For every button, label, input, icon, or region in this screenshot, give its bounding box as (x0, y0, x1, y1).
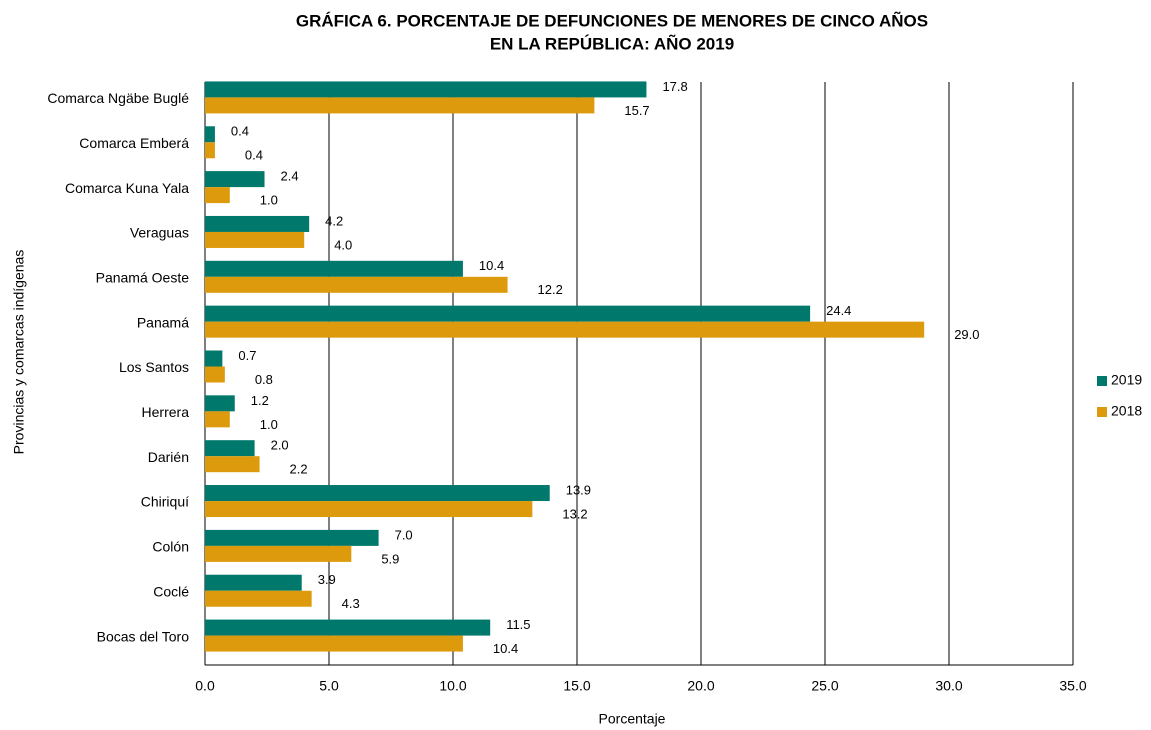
value-label: 13.9 (566, 482, 591, 497)
bar (205, 501, 533, 518)
x-axis-label: Porcentaje (599, 711, 666, 727)
value-label: 2.2 (290, 462, 308, 477)
bar (205, 187, 230, 204)
bar (205, 456, 260, 473)
y-tick-label: Comarca Emberá (79, 135, 189, 151)
bar (205, 126, 215, 143)
value-label: 0.4 (231, 124, 249, 139)
y-tick-label: Herrera (142, 404, 190, 420)
legend-swatch (1097, 407, 1107, 417)
bar (205, 545, 352, 562)
value-label: 4.0 (334, 237, 352, 252)
bar (205, 485, 550, 502)
bar (205, 395, 235, 412)
y-tick-label: Bocas del Toro (97, 628, 190, 644)
value-label: 29.0 (954, 327, 979, 342)
chart-title: EN LA REPÚBLICA: AÑO 2019 (490, 33, 734, 53)
value-label: 12.2 (538, 282, 563, 297)
value-label: 0.4 (245, 148, 263, 163)
y-tick-label: Panamá (137, 314, 189, 330)
bar (205, 366, 225, 383)
value-label: 7.0 (395, 527, 413, 542)
bar (205, 231, 305, 248)
value-label: 11.5 (506, 617, 530, 632)
bar (205, 350, 223, 367)
legend-swatch (1097, 376, 1107, 386)
value-label: 13.2 (562, 506, 587, 521)
value-label: 4.3 (342, 596, 360, 611)
bar (205, 260, 463, 277)
value-label: 5.9 (381, 551, 399, 566)
x-tick-label: 0.0 (195, 678, 215, 694)
value-label: 1.0 (260, 417, 278, 432)
bar (205, 142, 215, 159)
bar (205, 590, 312, 607)
y-tick-label: Darién (148, 449, 189, 465)
value-label: 2.0 (271, 438, 289, 453)
legend-label: 2019 (1111, 372, 1142, 388)
value-label: 0.8 (255, 372, 273, 387)
value-label: 17.8 (662, 79, 687, 94)
x-tick-label: 15.0 (563, 678, 590, 694)
bar (205, 440, 255, 457)
y-tick-label: Comarca Kuna Yala (65, 180, 189, 196)
bar (205, 276, 508, 293)
value-label: 15.7 (624, 103, 649, 118)
x-tick-label: 35.0 (1059, 678, 1086, 694)
y-tick-label: Colón (152, 539, 189, 555)
legend-label: 2018 (1111, 403, 1142, 419)
bar (205, 81, 647, 98)
bar (205, 321, 925, 338)
bar (205, 305, 811, 322)
bar (205, 635, 463, 652)
x-tick-label: 10.0 (439, 678, 466, 694)
y-tick-label: Los Santos (119, 359, 189, 375)
x-tick-label: 25.0 (811, 678, 838, 694)
value-label: 10.4 (479, 258, 504, 273)
value-label: 4.2 (325, 213, 343, 228)
value-label: 24.4 (826, 303, 851, 318)
value-label: 2.4 (281, 169, 299, 184)
value-label: 0.7 (238, 348, 256, 363)
y-tick-label: Coclé (153, 583, 189, 599)
bar (205, 171, 265, 188)
value-label: 1.0 (260, 193, 278, 208)
bar (205, 411, 230, 428)
bar (205, 574, 302, 591)
y-tick-label: Comarca Ngäbe Buglé (47, 90, 189, 106)
value-label: 3.9 (318, 572, 336, 587)
x-tick-label: 20.0 (687, 678, 714, 694)
y-axis-label: Provincias y comarcas indígenas (11, 250, 27, 455)
y-tick-label: Panamá Oeste (96, 270, 190, 286)
y-tick-label: Chiriquí (141, 494, 189, 510)
x-tick-label: 5.0 (319, 678, 339, 694)
chart-title: GRÁFICA 6. PORCENTAJE DE DEFUNCIONES DE … (296, 10, 928, 30)
bar (205, 215, 310, 232)
value-label: 1.2 (251, 393, 269, 408)
y-tick-label: Veraguas (130, 225, 189, 241)
x-tick-label: 30.0 (935, 678, 962, 694)
bar (205, 619, 491, 636)
value-label: 10.4 (493, 641, 518, 656)
bar (205, 529, 379, 546)
bar (205, 97, 595, 114)
